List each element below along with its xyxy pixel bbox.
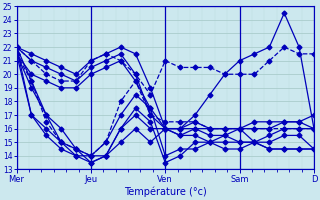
X-axis label: Température (°c): Température (°c) (124, 187, 207, 197)
